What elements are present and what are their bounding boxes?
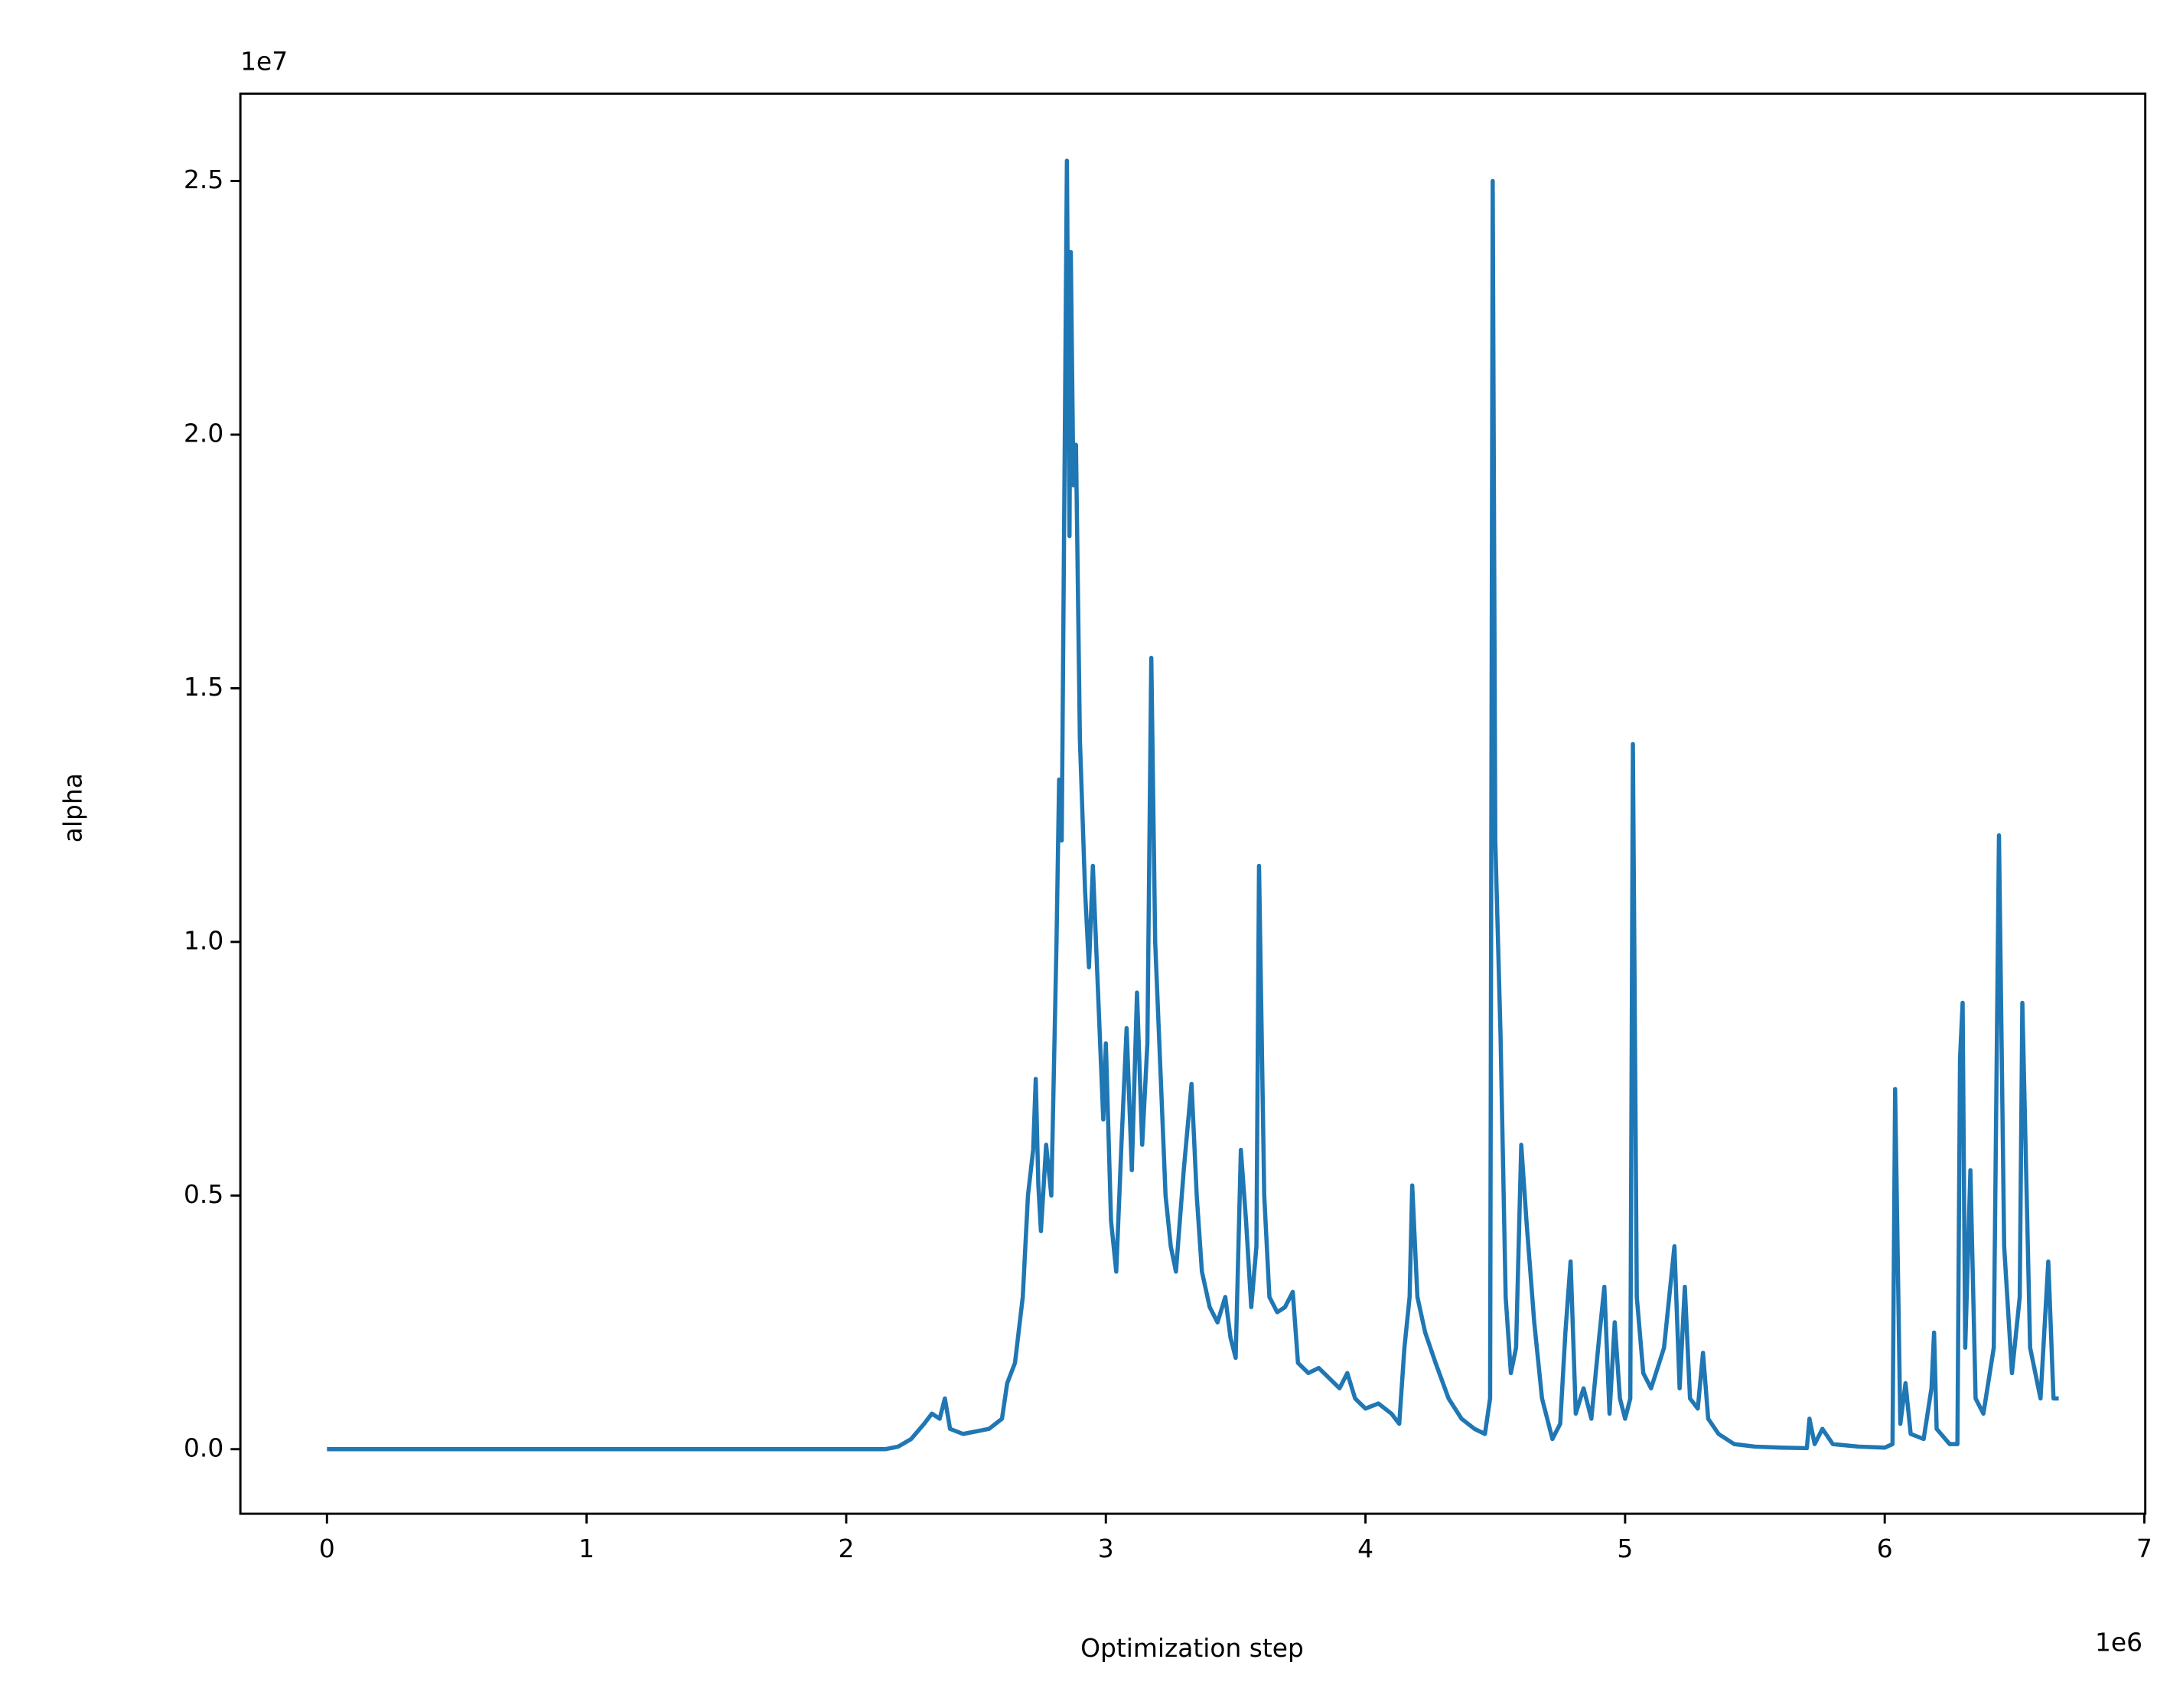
y-tick-label: 1.5 (184, 672, 223, 702)
y-tick-label: 0.0 (184, 1433, 223, 1462)
y-tick-label: 1.0 (184, 925, 223, 955)
plot-frame (239, 92, 2147, 1515)
x-tick-label: 0 (319, 1534, 335, 1563)
x-tick-label: 1 (578, 1534, 595, 1563)
y-axis-label: alpha (57, 773, 87, 843)
x-tick-label: 3 (1098, 1534, 1114, 1563)
data-line (327, 158, 2059, 1452)
x-offset-text: 1e6 (2095, 1627, 2142, 1657)
x-tick-label: 4 (1357, 1534, 1373, 1563)
x-tick-label: 7 (2136, 1534, 2152, 1563)
y-tick-label: 2.0 (184, 418, 223, 448)
y-tick-label: 2.5 (184, 165, 223, 194)
x-tick-label: 5 (1617, 1534, 1633, 1563)
y-offset-text: 1e7 (240, 47, 288, 77)
x-tick-label: 2 (838, 1534, 854, 1563)
x-axis-label: Optimization step (1080, 1633, 1304, 1663)
x-tick-label: 6 (1877, 1534, 1893, 1563)
y-tick-label: 0.5 (184, 1179, 223, 1209)
